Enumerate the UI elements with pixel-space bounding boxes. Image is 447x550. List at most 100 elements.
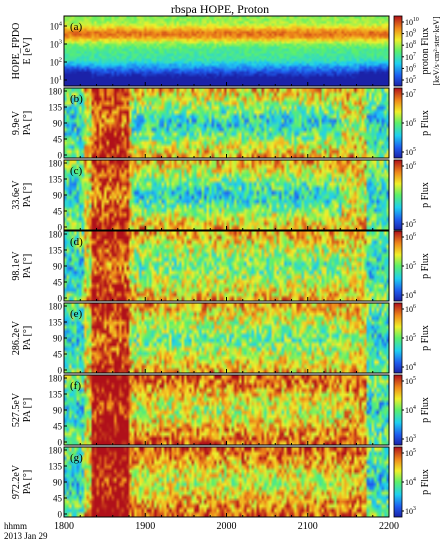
- panel-label: (c): [70, 165, 83, 177]
- panel-e: (e) 180 135 90 45 0 286.2eV PA [°] 106 105 104 p Fl…: [11, 302, 431, 376]
- colorbar-tick-label: 105: [405, 219, 416, 229]
- y-axis-label: PA [°]: [22, 470, 33, 494]
- y-axis-label: 527.5eV: [11, 392, 22, 427]
- y-tick-label: 102: [50, 57, 62, 68]
- y-tick-label: 180: [49, 230, 63, 240]
- panel-label: (g): [70, 452, 83, 464]
- colorbar-tick-label: 103: [405, 434, 416, 444]
- y-tick-label: 135: [49, 246, 63, 256]
- panel-f: (f) 180 135 90 45 0 527.5eV PA [°] 105 104 103 p Fl…: [11, 374, 431, 448]
- y-axis-label: E [eV]: [22, 38, 33, 65]
- y-tick-label: 0: [58, 294, 63, 304]
- colorbar-label: p Flux: [420, 253, 431, 279]
- y-axis-label: PA [°]: [22, 326, 33, 350]
- time-axis-label: hhmm: [4, 521, 27, 531]
- colorbar-tick-label: 105: [405, 448, 416, 458]
- colorbar-tick-label: 104: [405, 362, 416, 372]
- y-tick-label: 135: [49, 175, 63, 185]
- y-axis-label: PA [°]: [22, 254, 33, 278]
- colorbar: [393, 230, 403, 302]
- y-tick-label: 180: [49, 302, 63, 312]
- y-axis-label: 9.9eV: [11, 110, 22, 135]
- colorbar-tick-label: 105: [405, 376, 416, 386]
- colorbar-label: p Flux: [420, 325, 431, 351]
- x-tick-label: 1800: [54, 521, 74, 532]
- y-tick-label: 135: [49, 103, 63, 113]
- colorbar-label: p Flux: [420, 469, 431, 495]
- colorbar-tick-label: 104: [405, 405, 416, 415]
- colorbar: [393, 87, 403, 159]
- y-tick-label: 45: [53, 135, 63, 145]
- colorbar-tick-label: 106: [405, 63, 416, 73]
- panel-d: (d) 180 135 90 45 0 98.1eV PA [°] 106 105 104 p Flu…: [11, 230, 431, 304]
- x-tick-label: 2100: [298, 521, 318, 532]
- y-tick-label: 90: [53, 119, 63, 129]
- spectrogram-image: [64, 16, 389, 86]
- colorbar-tick-label: 108: [405, 40, 416, 50]
- colorbar-tick-label: 106: [405, 161, 416, 171]
- y-tick-label: 0: [58, 223, 63, 233]
- colorbar-tick-label: 106: [405, 118, 416, 128]
- spectrogram-image: [64, 231, 389, 301]
- colorbar-tick-label: 106: [405, 304, 416, 314]
- y-tick-label: 135: [49, 390, 63, 400]
- y-tick-label: 0: [58, 151, 63, 161]
- colorbar-tick-label: 103: [405, 506, 416, 516]
- colorbar-label: proton Flux: [420, 28, 431, 75]
- colorbar-tick-label: 1010: [405, 17, 419, 27]
- colorbar-tick-label: 109: [405, 29, 416, 39]
- colorbar-tick-label: 107: [405, 89, 416, 99]
- y-tick-label: 45: [53, 278, 63, 288]
- y-tick-label: 101: [50, 75, 62, 86]
- y-axis-label: 972.2eV: [11, 464, 22, 499]
- y-tick-label: 45: [53, 207, 63, 217]
- colorbar-label: p Flux: [420, 182, 431, 208]
- y-tick-label: 135: [49, 318, 63, 328]
- spectrogram-image: [64, 303, 389, 373]
- spectrogram-image: [64, 88, 389, 158]
- y-tick-label: 180: [49, 446, 63, 456]
- panel-c: (c) 180 135 90 45 0 33.6eV PA [°] 106 105 p Flux: [11, 159, 431, 233]
- y-tick-label: 104: [50, 21, 63, 32]
- colorbar-tick-label: 104: [405, 477, 416, 487]
- y-tick-label: 90: [53, 406, 63, 416]
- spectrogram-image: [64, 447, 389, 517]
- colorbar-tick-label: 105: [405, 333, 416, 343]
- y-tick-label: 90: [53, 478, 63, 488]
- y-tick-label: 90: [53, 334, 63, 344]
- y-tick-label: 103: [50, 39, 62, 50]
- x-tick-label: 2200: [379, 521, 399, 532]
- y-tick-label: 0: [58, 510, 63, 520]
- colorbar-label: [keV/s·cm²·ster·keV]: [432, 16, 441, 85]
- colorbar: [393, 374, 403, 446]
- y-tick-label: 180: [49, 87, 63, 97]
- colorbar-tick-label: 107: [405, 52, 416, 62]
- y-tick-label: 135: [49, 462, 63, 472]
- y-tick-label: 0: [58, 438, 63, 448]
- colorbar: [393, 302, 403, 374]
- y-tick-label: 45: [53, 422, 63, 432]
- panel-label: (d): [70, 236, 83, 248]
- x-tick-label: 1900: [135, 521, 155, 532]
- y-axis-label: 286.2eV: [11, 320, 22, 355]
- panel-b: (b) 180 135 90 45 0 9.9eV PA [°] 107 106 105 p Flux: [11, 87, 431, 161]
- y-tick-label: 90: [53, 191, 63, 201]
- x-tick-label: 2000: [217, 521, 237, 532]
- panels: (a) 104 103 102 101 HOPE_FPDO E [eV] 1010 109108…: [11, 15, 441, 520]
- colorbar-label: p Flux: [420, 110, 431, 136]
- colorbar: [393, 159, 403, 231]
- y-axis-label: PA [°]: [22, 111, 33, 135]
- panel-label: (e): [70, 308, 83, 320]
- spectrogram-image: [64, 375, 389, 445]
- panel-a: (a) 104 103 102 101 HOPE_FPDO E [eV] 1010 109108…: [11, 15, 441, 87]
- colorbar: [393, 446, 403, 518]
- y-tick-label: 45: [53, 494, 63, 504]
- y-axis-label: 33.6eV: [11, 180, 22, 210]
- colorbar-tick-label: 105: [405, 261, 416, 271]
- y-tick-label: 90: [53, 262, 63, 272]
- y-tick-label: 180: [49, 374, 63, 384]
- chart-title: rbspa HOPE, Proton: [171, 2, 269, 16]
- colorbar-tick-label: 104: [405, 290, 416, 300]
- y-axis-label: PA [°]: [22, 398, 33, 422]
